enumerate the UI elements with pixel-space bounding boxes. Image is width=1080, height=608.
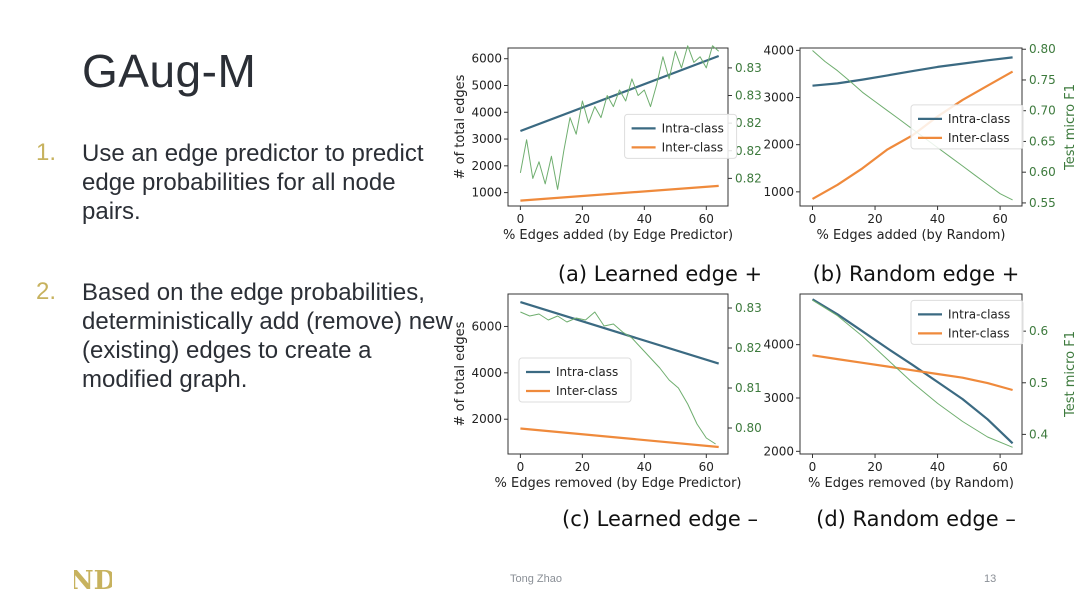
x-tick-label: 0 <box>809 212 817 226</box>
y-tick-label: 1000 <box>763 185 794 199</box>
x-tick-label: 20 <box>867 460 882 474</box>
bullet-text: Use an edge predictor to predict edge pr… <box>82 140 424 225</box>
x-tick-label: 40 <box>637 212 652 226</box>
x-tick-label: 0 <box>517 460 525 474</box>
svg-text:ND: ND <box>74 566 112 596</box>
inter-series-line <box>812 354 1013 392</box>
y-tick-label: 3000 <box>471 132 502 146</box>
y2-tick-label: 0.81 <box>735 381 762 395</box>
x-axis-label: % Edges added (by Random) <box>816 228 1005 243</box>
y2-tick-label: 0.82 <box>735 171 762 185</box>
y-tick-label: 1000 <box>471 186 502 200</box>
y-tick-label: 6000 <box>471 52 502 66</box>
y2-tick-label: 0.82 <box>735 144 762 158</box>
chart-figure: 0 20 40 601000200030004000500060000.820.820… <box>453 42 1078 531</box>
x-tick-label: 40 <box>637 460 652 474</box>
y2-tick-label: 0.80 <box>1029 42 1056 56</box>
page-number: 13 <box>984 573 997 585</box>
y-tick-label: 4000 <box>763 43 794 57</box>
y-tick-label: 4000 <box>471 105 502 119</box>
panel-caption: (c) Learned edge – <box>562 507 758 531</box>
bullet-text: Based on the edge probabilities, determi… <box>82 279 453 393</box>
legend-label: Intra-class <box>948 307 1010 321</box>
x-tick-label: 40 <box>930 460 945 474</box>
inter-series-line <box>520 184 719 202</box>
y2-tick-label: 0.83 <box>735 89 762 103</box>
y2-tick-label: 0.65 <box>1029 134 1056 148</box>
y2-tick-label: 0.83 <box>735 61 762 75</box>
x-axis-label: % Edges removed (by Random) <box>808 476 1014 491</box>
x-tick-label: 60 <box>992 460 1007 474</box>
plot-frame-c <box>507 293 729 455</box>
y2-tick-label: 0.4 <box>1029 427 1048 441</box>
f1-series-line <box>519 45 720 190</box>
x-tick-label: 0 <box>517 212 525 226</box>
intra-series-line <box>520 301 720 365</box>
legend-label: Inter-class <box>948 131 1010 145</box>
footer-author: Tong Zhao <box>510 573 562 585</box>
x-tick-label: 40 <box>930 212 945 226</box>
x-axis-label: % Edges added (by Edge Predictor) <box>503 228 733 243</box>
legend-label: Inter-class <box>662 140 724 154</box>
chart-grid: 0 20 40 60 1000 2000 3000 4000 5000 6000 0.82 0.82 0… <box>440 36 1080 546</box>
y2-tick-label: 0.70 <box>1029 104 1056 118</box>
y2-tick-label: 0.82 <box>735 341 762 355</box>
x-tick-label: 0 <box>809 460 817 474</box>
y-axis-label: # of total edges <box>453 321 468 426</box>
y2-tick-label: 0.6 <box>1029 324 1048 338</box>
intra-series-line <box>811 298 1014 445</box>
x-tick-label: 60 <box>699 460 714 474</box>
y2-tick-label: 0.55 <box>1029 196 1056 210</box>
y-tick-label: 4000 <box>471 366 502 380</box>
legend-label: Inter-class <box>948 326 1010 340</box>
y-tick-label: 5000 <box>471 78 502 92</box>
y-tick-label: 3000 <box>763 91 794 105</box>
legend-label: Intra-class <box>662 121 724 135</box>
y-tick-label: 2000 <box>763 138 794 152</box>
f1-series-line <box>520 311 716 445</box>
panel-caption: (a) Learned edge + <box>558 262 762 286</box>
y2-axis-label: Test micro F1 <box>1063 331 1078 418</box>
plot-frame-d <box>799 293 1023 455</box>
panel-caption: (b) Random edge + <box>813 262 1020 286</box>
y2-tick-label: 0.60 <box>1029 165 1056 179</box>
legend-label: Intra-class <box>556 365 618 379</box>
y2-axis-label: Test micro F1 <box>1063 84 1078 171</box>
y2-tick-label: 0.80 <box>735 421 762 435</box>
y-tick-label: 6000 <box>471 319 502 333</box>
x-tick-label: 20 <box>575 212 590 226</box>
y-axis-label: # of total edges <box>453 74 468 179</box>
bullet-number: 1. <box>36 139 57 166</box>
intra-series-line <box>812 56 1013 87</box>
y2-tick-label: 0.5 <box>1029 376 1048 390</box>
x-axis-label: % Edges removed (by Edge Predictor) <box>495 476 742 491</box>
y-tick-label: 2000 <box>471 159 502 173</box>
y-tick-label: 3000 <box>763 391 794 405</box>
panel-caption: (d) Random edge – <box>816 507 1016 531</box>
y-tick-label: 4000 <box>763 338 794 352</box>
inter-series-line <box>520 427 719 449</box>
y2-tick-label: 0.82 <box>735 116 762 130</box>
intra-series-line <box>520 54 720 133</box>
legend-label: Intra-class <box>948 112 1010 126</box>
y-tick-label: 2000 <box>763 444 794 458</box>
y2-tick-label: 0.75 <box>1029 73 1056 87</box>
y-tick-label: 2000 <box>471 412 502 426</box>
y2-tick-label: 0.83 <box>735 301 762 315</box>
university-logo: ND <box>70 562 116 596</box>
x-tick-label: 20 <box>575 460 590 474</box>
x-tick-label: 60 <box>699 212 714 226</box>
x-tick-label: 20 <box>867 212 882 226</box>
legend-label: Inter-class <box>556 384 618 398</box>
slide-title: GAug-M <box>82 45 257 97</box>
bullet-number: 2. <box>36 278 57 305</box>
f1-series-line <box>812 299 1013 448</box>
x-tick-label: 60 <box>992 212 1007 226</box>
